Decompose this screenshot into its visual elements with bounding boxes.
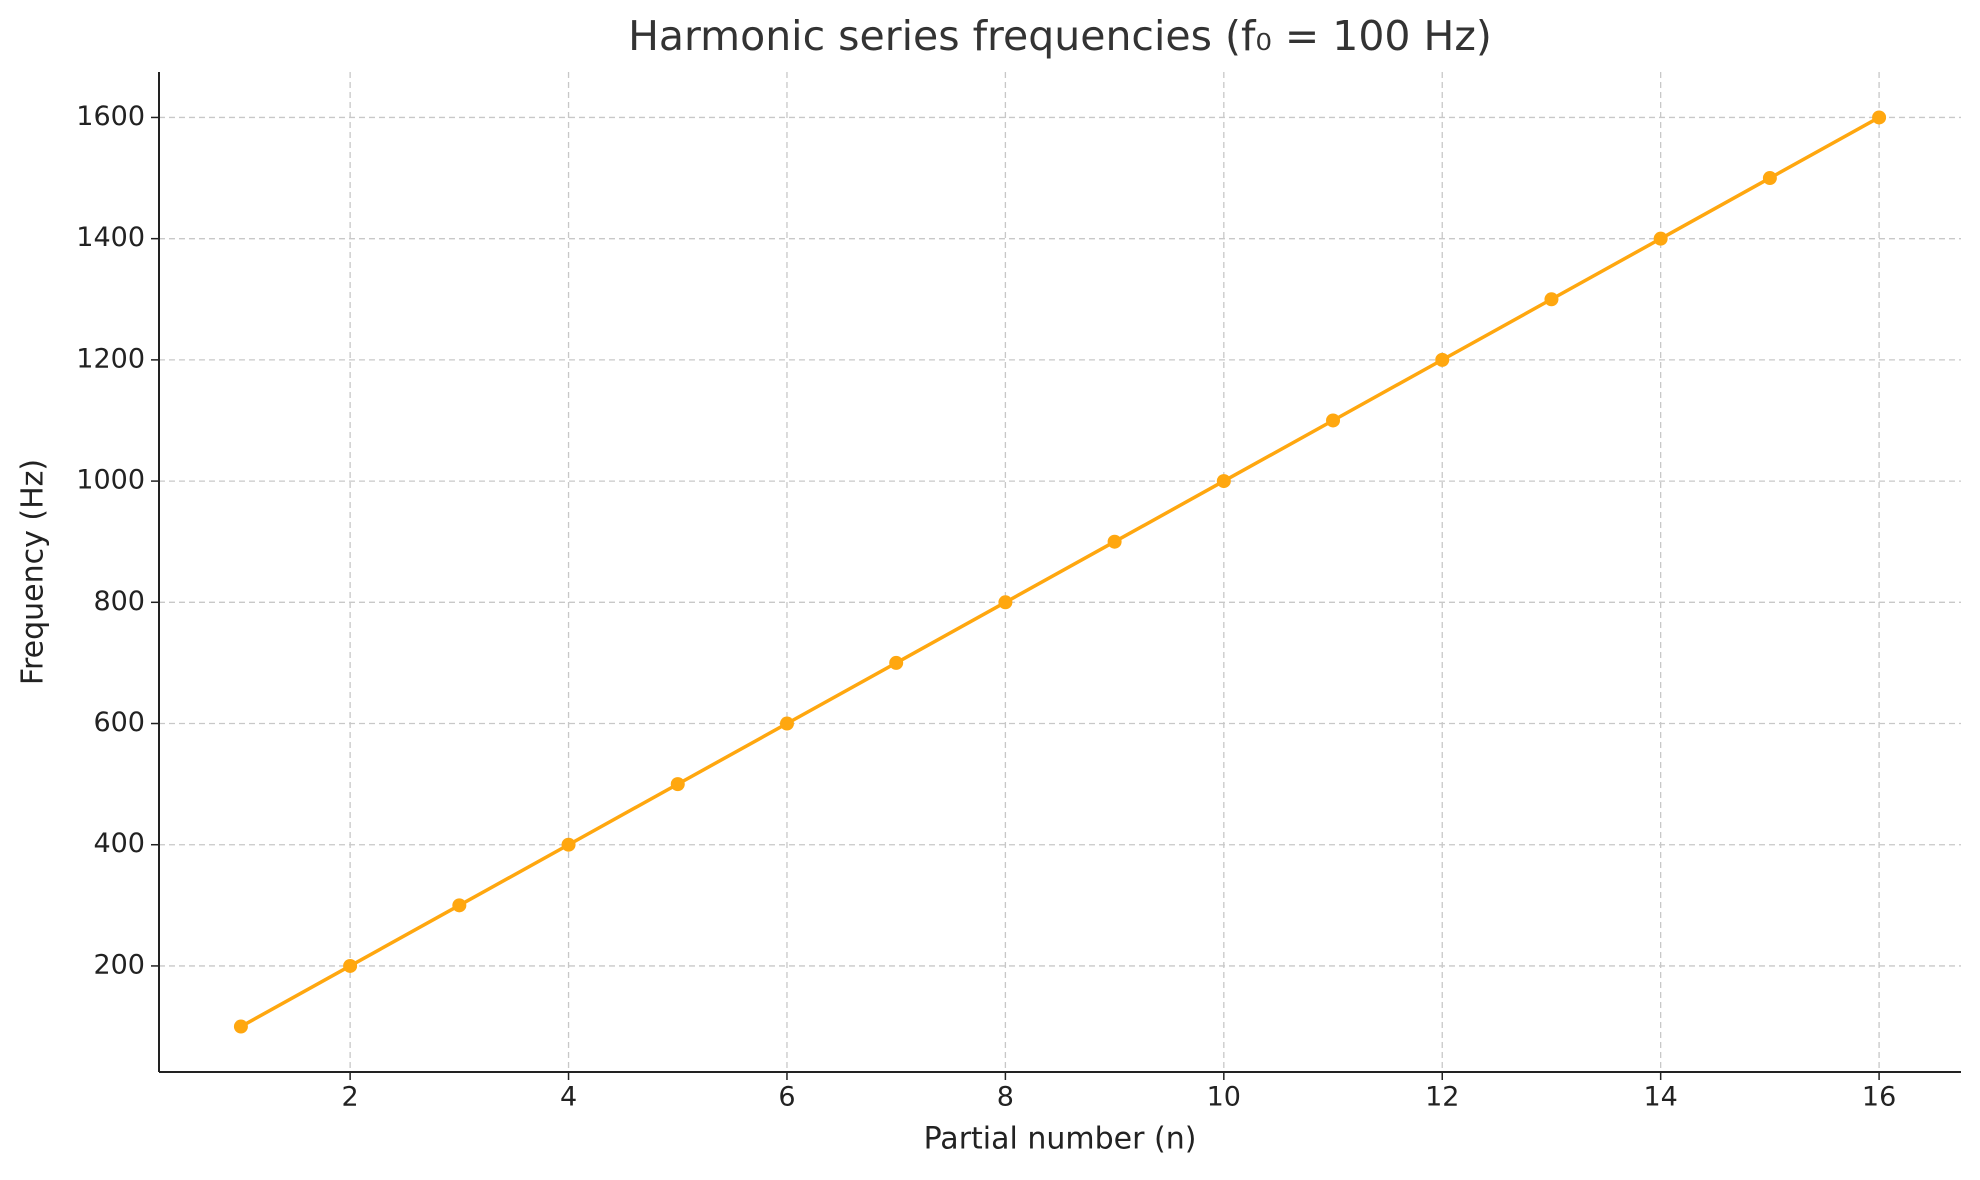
x-axis-label: Partial number (n) bbox=[924, 1122, 1197, 1157]
data-point bbox=[452, 898, 467, 913]
x-tick-label: 8 bbox=[997, 1082, 1014, 1113]
x-tick-label: 12 bbox=[1425, 1082, 1459, 1113]
x-tick-label: 6 bbox=[778, 1082, 795, 1113]
data-point bbox=[561, 837, 576, 852]
data-point bbox=[1762, 171, 1777, 186]
data-point bbox=[1435, 352, 1450, 367]
x-tick-label: 2 bbox=[342, 1082, 359, 1113]
y-tick-label: 1200 bbox=[76, 343, 145, 374]
data-point bbox=[1326, 413, 1341, 428]
y-axis-label: Frequency (Hz) bbox=[16, 459, 51, 685]
chart-title: Harmonic series frequencies (f₀ = 100 Hz… bbox=[628, 12, 1492, 60]
x-tick-label: 14 bbox=[1643, 1082, 1677, 1113]
y-tick-label: 1400 bbox=[76, 222, 145, 253]
x-tick-label: 4 bbox=[560, 1082, 577, 1113]
data-point bbox=[1653, 231, 1668, 246]
data-point bbox=[233, 1019, 248, 1034]
y-tick-label: 800 bbox=[93, 586, 145, 617]
y-tick-label: 200 bbox=[93, 949, 145, 980]
x-tick-label: 10 bbox=[1207, 1082, 1241, 1113]
data-point bbox=[670, 777, 685, 792]
data-point bbox=[779, 716, 794, 731]
x-tick-label: 16 bbox=[1862, 1082, 1896, 1113]
data-point bbox=[343, 958, 358, 973]
data-line bbox=[240, 115, 1880, 1029]
data-point bbox=[1107, 534, 1122, 549]
y-tick-label: 1600 bbox=[76, 101, 145, 132]
y-tick-label: 1000 bbox=[76, 465, 145, 496]
data-point bbox=[1544, 292, 1559, 307]
data-point bbox=[1216, 474, 1231, 489]
y-tick-label: 600 bbox=[93, 707, 145, 738]
data-point bbox=[1872, 110, 1887, 125]
y-tick-label: 400 bbox=[93, 828, 145, 859]
data-point bbox=[889, 655, 904, 670]
data-point bbox=[998, 595, 1013, 610]
